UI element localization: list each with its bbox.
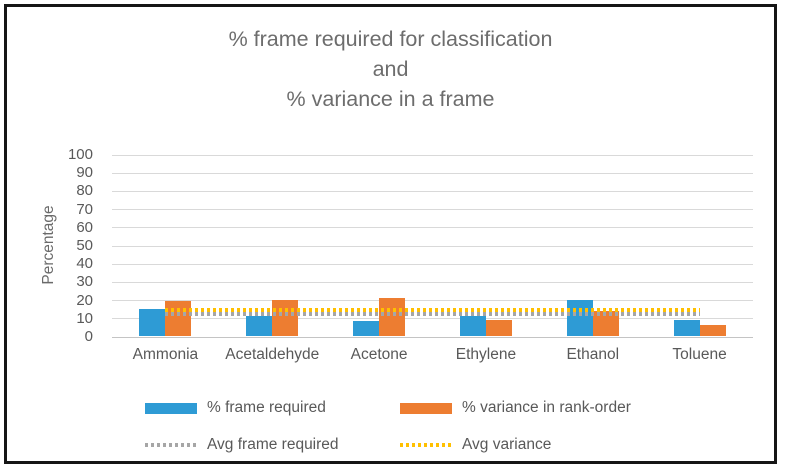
y-tick-label-80: 80 (76, 182, 93, 200)
legend-label-frame-required: % frame required (207, 399, 326, 416)
bar-frame-required-ethylene (459, 315, 486, 336)
gridline-60 (112, 227, 753, 229)
orange-bar-swatch-icon (400, 402, 452, 414)
blue-bar-swatch-icon (145, 402, 197, 414)
gridline-50 (112, 245, 753, 247)
gridline-30 (112, 281, 753, 283)
legend-item-avg-frame-required: Avg frame required (145, 434, 339, 456)
x-category-label-ammonia: Ammonia (132, 346, 199, 363)
bar-variance-acetone (379, 297, 406, 336)
gridline-10 (112, 318, 753, 320)
avg-line-avg-frame-required (165, 312, 700, 317)
y-tick-label-60: 60 (76, 218, 93, 236)
chart-title: % frame required for classification and … (7, 24, 774, 114)
plot-area: 0 10 20 30 40 50 60 70 80 90 100 Ammonia Acetaldehyd… (68, 146, 753, 363)
legend-swatch-avg-variance (400, 439, 452, 451)
bar-variance-ammonia (165, 301, 192, 336)
gridline-0 (112, 336, 753, 338)
bar-variance-acetaldehyde (272, 299, 299, 336)
gridline-90 (112, 172, 753, 174)
y-tick-label-70: 70 (76, 200, 93, 218)
chart-outer-border: % frame required for classification and … (4, 4, 777, 464)
bar-frame-required-ethanol (566, 299, 593, 336)
avg-line-avg-variance (165, 307, 700, 312)
legend-item-frame-required: % frame required (145, 397, 326, 419)
y-tick-label-50: 50 (76, 237, 93, 254)
y-tick-label-30: 30 (76, 273, 93, 291)
chart-title-line-1: % frame required for classification (228, 27, 553, 51)
gray-dotted-line-swatch-icon (145, 443, 197, 447)
x-category-label-toluene: Toluene (672, 346, 727, 363)
x-category-label-ethanol: Ethanol (566, 346, 620, 363)
legend-label-avg-frame-required: Avg frame required (207, 436, 339, 453)
bar-frame-required-acetone (353, 321, 380, 336)
chart-canvas: % frame required for classification and … (7, 7, 774, 461)
legend-swatch-avg-frame-required (145, 439, 197, 451)
gridline-40 (112, 263, 753, 265)
x-category-label-ethylene: Ethylene (455, 346, 517, 363)
bar-variance-ethylene (485, 319, 512, 336)
legend-label-avg-variance: Avg variance (462, 436, 552, 453)
legend-swatch-frame-required (145, 402, 197, 414)
yellow-dotted-line-swatch-icon (400, 443, 452, 447)
gridline-70 (112, 209, 753, 211)
bar-frame-required-ammonia (139, 308, 166, 336)
gridline-80 (112, 190, 753, 192)
bar-frame-required-toluene (673, 319, 700, 336)
legend-item-variance: % variance in rank-order (400, 397, 631, 419)
bar-frame-required-acetaldehyde (246, 315, 273, 336)
y-tick-label-10: 10 (76, 309, 93, 327)
y-tick-label-40: 40 (76, 255, 93, 273)
legend-item-avg-variance: Avg variance (400, 434, 551, 456)
chart-title-line-3: % variance in a frame (286, 87, 495, 111)
legend-swatch-variance (400, 402, 452, 414)
y-tick-label-100: 100 (67, 146, 93, 163)
gridline-20 (112, 300, 753, 302)
y-tick-label-20: 20 (76, 291, 93, 309)
gridline-100 (112, 154, 753, 156)
legend-label-variance: % variance in rank-order (462, 399, 631, 416)
chart-title-line-2: and (372, 57, 409, 81)
y-tick-label-90: 90 (76, 164, 93, 182)
y-tick-label-0: 0 (84, 328, 93, 345)
bar-variance-toluene (699, 325, 726, 336)
x-category-label-acetone: Acetone (350, 346, 408, 363)
x-category-label-acetaldehyde: Acetaldehyde (225, 346, 320, 363)
